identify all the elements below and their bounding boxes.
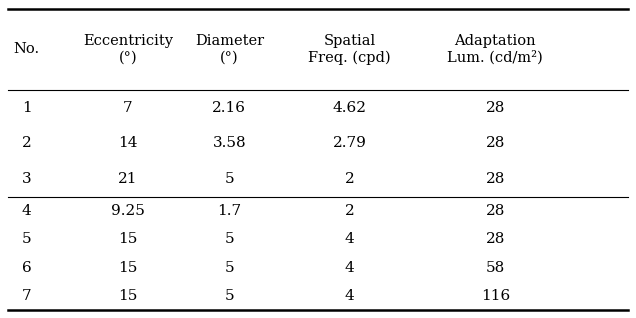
Text: No.: No. [13,43,40,57]
Text: 3: 3 [22,172,32,186]
Text: 15: 15 [118,289,138,303]
Text: 116: 116 [481,289,510,303]
Text: 1.7: 1.7 [218,204,242,218]
Text: 15: 15 [118,232,138,246]
Text: 2.16: 2.16 [212,100,246,114]
Text: 4: 4 [345,261,354,275]
Text: Adaptation
Lum. (cd/m²): Adaptation Lum. (cd/m²) [448,34,543,65]
Text: Eccentricity
(°): Eccentricity (°) [83,34,173,65]
Text: 58: 58 [486,261,505,275]
Text: 1: 1 [22,100,32,114]
Text: 5: 5 [225,172,234,186]
Text: 28: 28 [486,172,505,186]
Text: 5: 5 [22,232,32,246]
Text: 9.25: 9.25 [111,204,145,218]
Text: 2: 2 [345,172,354,186]
Text: 4: 4 [345,289,354,303]
Text: 5: 5 [225,261,234,275]
Text: 28: 28 [486,204,505,218]
Text: 5: 5 [225,232,234,246]
Text: 21: 21 [118,172,138,186]
Text: 2: 2 [345,204,354,218]
Text: 4: 4 [345,232,354,246]
Text: 7: 7 [123,100,133,114]
Text: 28: 28 [486,100,505,114]
Text: Spatial
Freq. (cpd): Spatial Freq. (cpd) [308,34,391,65]
Text: 2.79: 2.79 [333,136,366,150]
Text: 28: 28 [486,232,505,246]
Text: 6: 6 [22,261,32,275]
Text: 14: 14 [118,136,138,150]
Text: 2: 2 [22,136,32,150]
Text: Diameter
(°): Diameter (°) [195,34,264,65]
Text: 7: 7 [22,289,32,303]
Text: 15: 15 [118,261,138,275]
Text: 4: 4 [22,204,32,218]
Text: 5: 5 [225,289,234,303]
Text: 3.58: 3.58 [212,136,246,150]
Text: 28: 28 [486,136,505,150]
Text: 4.62: 4.62 [333,100,367,114]
